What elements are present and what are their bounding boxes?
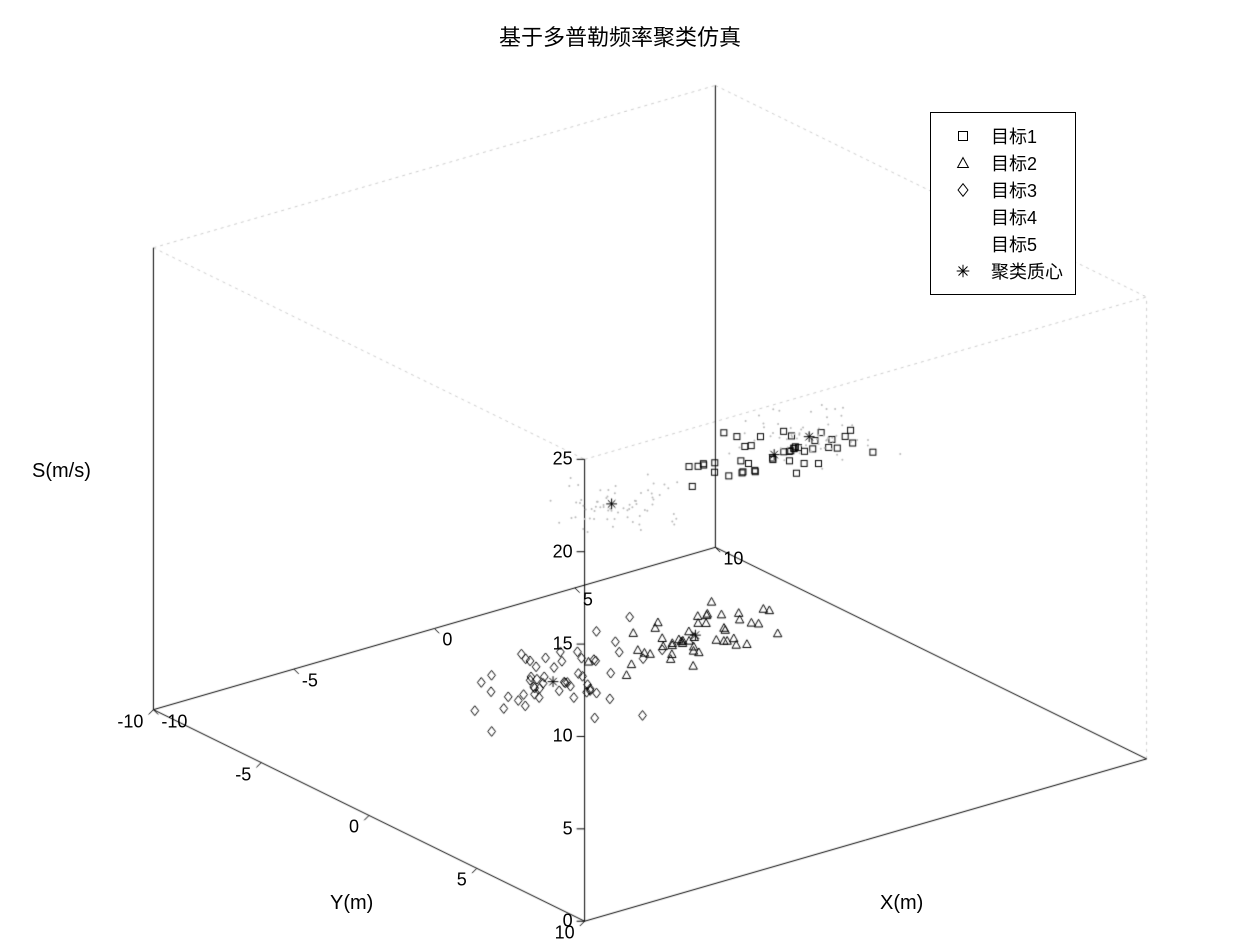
legend-label: 目标4 xyxy=(991,204,1037,230)
tick-label: 10 xyxy=(553,726,573,747)
tick-label: 5 xyxy=(583,589,593,610)
y-axis-label: Y(m) xyxy=(330,892,373,915)
tick-label: 5 xyxy=(563,818,573,839)
tick-label: -5 xyxy=(302,671,318,692)
diamond-icon xyxy=(943,180,983,200)
legend-item: 目标5 xyxy=(943,232,1063,256)
legend-item: 目标4 xyxy=(943,205,1063,229)
legend-label: 目标2 xyxy=(991,150,1037,176)
tick-label: 5 xyxy=(457,870,467,891)
x-axis-label: X(m) xyxy=(880,892,923,915)
asterisk-icon xyxy=(943,261,983,281)
legend-item: 目标2 xyxy=(943,151,1063,175)
z-axis-label: S(m/s) xyxy=(32,460,91,483)
legend-item: 目标1 xyxy=(943,124,1063,148)
tick-label: 20 xyxy=(553,541,573,562)
legend-item: 目标3 xyxy=(943,178,1063,202)
legend-item: 聚类质心 xyxy=(943,259,1063,283)
legend-label: 目标1 xyxy=(991,123,1037,149)
triangle-icon xyxy=(943,153,983,173)
chart-title: 基于多普勒频率聚类仿真 xyxy=(0,20,1240,52)
none-icon xyxy=(943,234,983,254)
none-icon xyxy=(943,207,983,227)
tick-label: 25 xyxy=(553,449,573,470)
tick-label: -10 xyxy=(117,711,143,732)
legend-label: 聚类质心 xyxy=(991,258,1063,284)
legend: 目标1目标2目标3目标4目标5聚类质心 xyxy=(930,112,1076,295)
legend-label: 目标5 xyxy=(991,231,1037,257)
tick-label: 15 xyxy=(553,634,573,655)
legend-label: 目标3 xyxy=(991,177,1037,203)
tick-label: -5 xyxy=(235,764,251,785)
tick-label: 10 xyxy=(723,549,743,570)
tick-label: 0 xyxy=(442,630,452,651)
tick-label: 0 xyxy=(349,817,359,838)
tick-label: 10 xyxy=(555,923,575,944)
square-icon xyxy=(943,126,983,146)
tick-label: -10 xyxy=(161,711,187,732)
